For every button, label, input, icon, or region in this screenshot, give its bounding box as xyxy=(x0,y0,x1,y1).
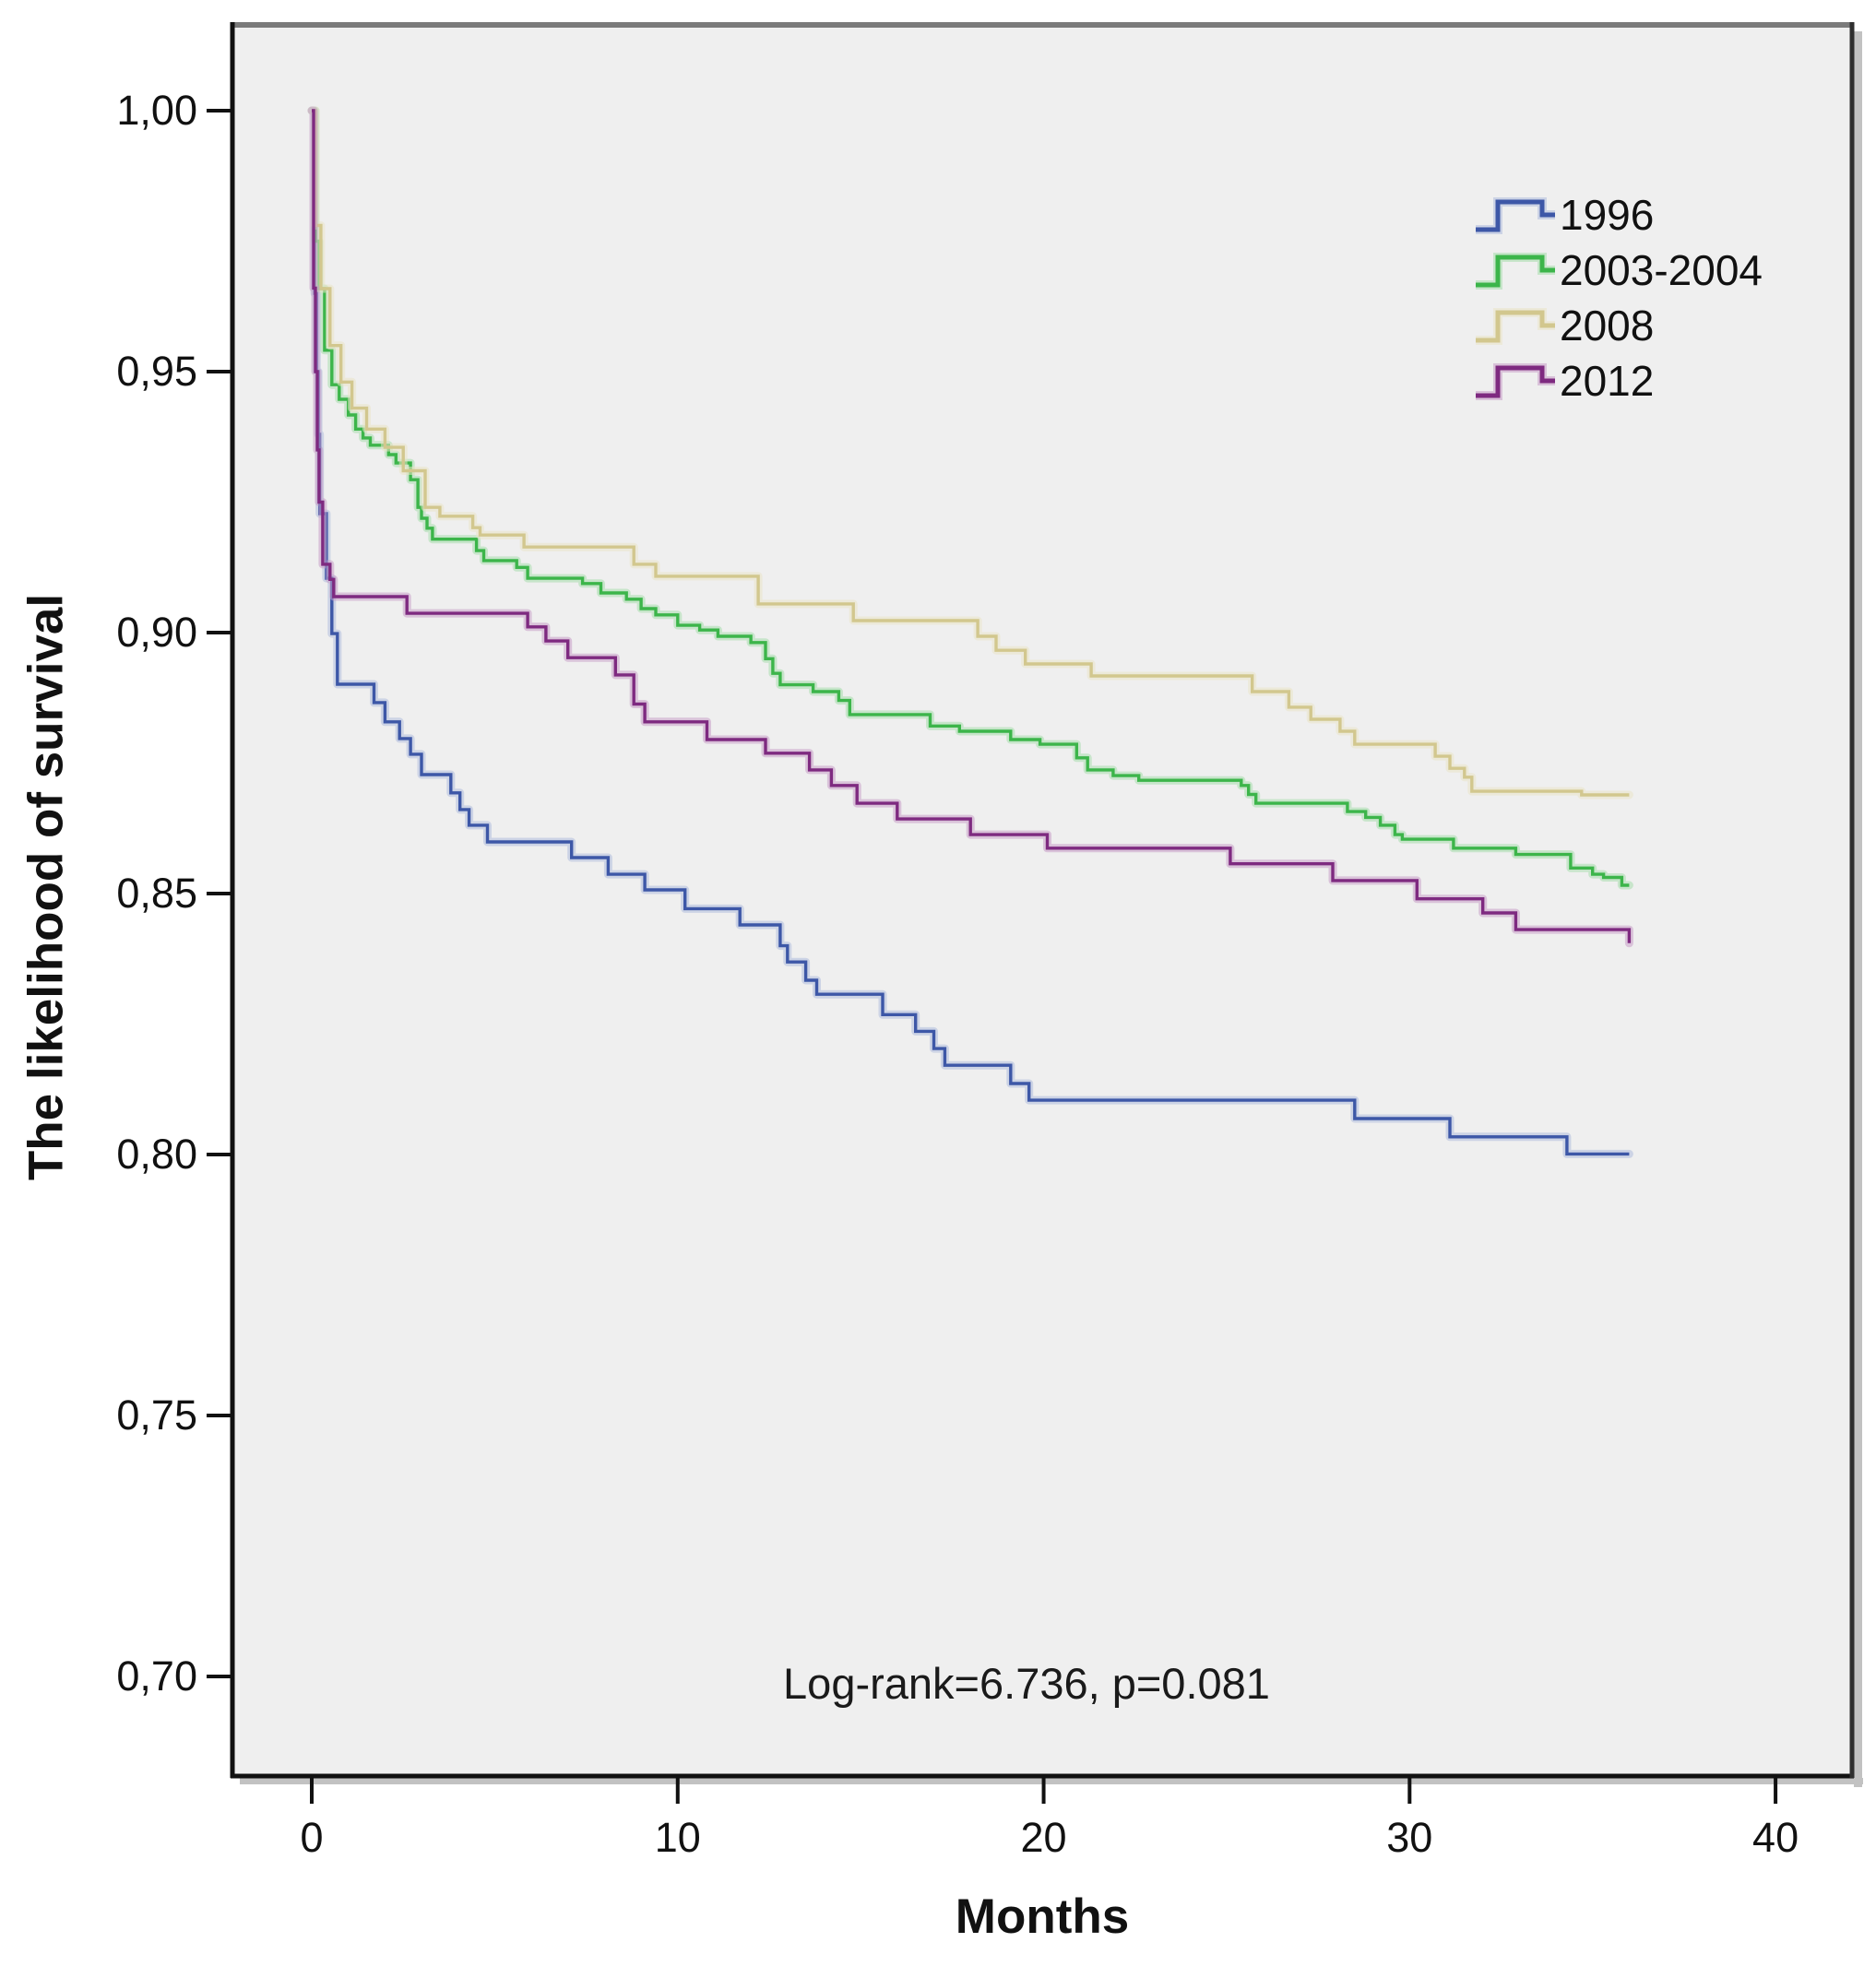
legend-label: 2012 xyxy=(1560,357,1655,405)
legend-item-2003-2004: 2003-2004 xyxy=(1472,243,1763,298)
x-tick-label: 30 xyxy=(1386,1814,1433,1861)
y-tick-label: 0,75 xyxy=(116,1392,197,1439)
series-line-1996 xyxy=(312,109,1630,1156)
legend-label: 2008 xyxy=(1560,302,1655,349)
legend-glyph-path xyxy=(1476,365,1555,398)
legend-step-glyph-icon xyxy=(1476,363,1555,400)
x-tick-label: 10 xyxy=(654,1814,701,1861)
legend-item-2012: 2012 xyxy=(1472,353,1763,409)
legend-step-glyph-icon xyxy=(1476,308,1555,345)
x-tick-label: 40 xyxy=(1752,1814,1799,1861)
legend-step-glyph-icon xyxy=(1476,253,1555,290)
log-rank-annotation: Log-rank=6.736, p=0.081 xyxy=(783,1659,1270,1708)
x-axis-title: Months xyxy=(955,1889,1130,1944)
y-tick-label: 0,90 xyxy=(116,609,197,656)
y-tick-label: 0,85 xyxy=(116,870,197,917)
legend-item-2008: 2008 xyxy=(1472,298,1763,353)
legend-item-1996: 1996 xyxy=(1472,187,1763,243)
frame-shadow-right xyxy=(1854,31,1862,1787)
legend-glyph-path xyxy=(1476,310,1555,343)
legend-label: 1996 xyxy=(1560,191,1655,239)
legend-glyph-path xyxy=(1476,199,1555,232)
y-tick-label: 0,95 xyxy=(116,348,197,395)
x-tick-label: 0 xyxy=(300,1814,324,1861)
y-tick-label: 0,80 xyxy=(116,1131,197,1178)
frame-shadow-bottom xyxy=(240,1778,1863,1784)
legend-step-glyph-icon xyxy=(1476,197,1555,234)
plot-background xyxy=(231,22,1854,1778)
legend-glyph-path xyxy=(1476,255,1555,288)
y-tick-label: 1,00 xyxy=(116,86,197,134)
x-tick-label: 20 xyxy=(1020,1814,1067,1861)
series-line-2012 xyxy=(312,109,1632,943)
y-tick-label: 0,70 xyxy=(116,1652,197,1700)
series-line-2008 xyxy=(312,109,1630,797)
legend-label: 2003-2004 xyxy=(1560,246,1763,294)
legend: 1996 2003-2004 2008 2012 xyxy=(1472,187,1763,409)
